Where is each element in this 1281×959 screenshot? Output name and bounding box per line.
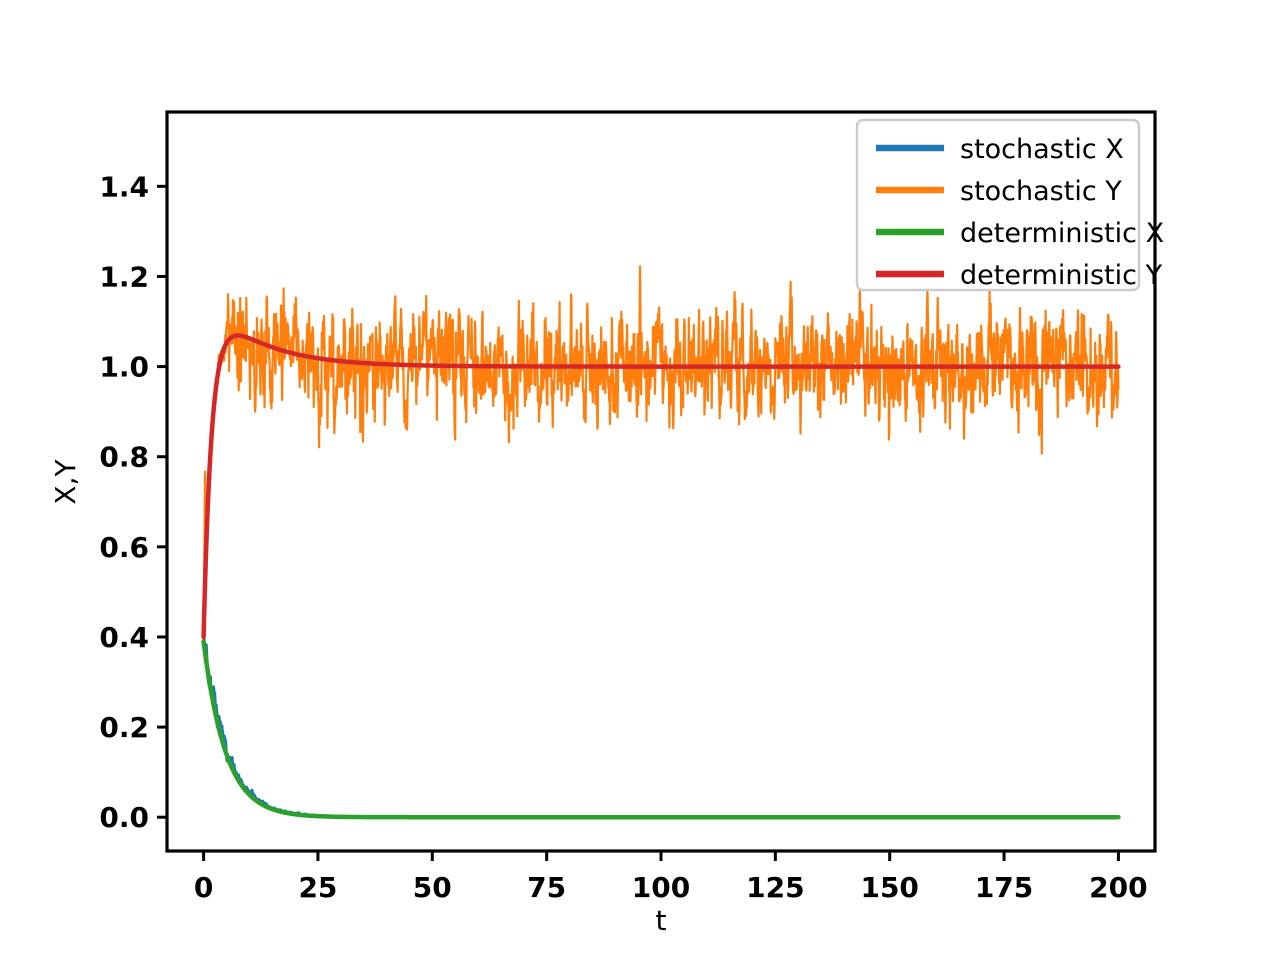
x-tick-label: 0 <box>194 871 213 904</box>
y-axis-ticks: 0.0 0.2 0.4 0.6 0.8 1.0 1.2 1.4 <box>99 170 167 834</box>
x-tick-label: 100 <box>632 871 690 904</box>
y-tick-label: 0.0 <box>99 801 149 834</box>
x-axis-label: t <box>656 904 667 937</box>
y-tick-label: 0.2 <box>99 711 149 744</box>
y-tick-label: 1.4 <box>99 170 149 203</box>
legend-label-1: stochastic X <box>960 134 1124 165</box>
x-tick-label: 175 <box>975 871 1033 904</box>
y-tick-label: 0.4 <box>99 621 149 654</box>
series-stochastic-y <box>202 265 1120 639</box>
x-tick-label: 150 <box>860 871 918 904</box>
y-tick-label: 1.0 <box>99 351 149 384</box>
y-tick-label: 1.2 <box>99 260 149 293</box>
data-series-group <box>201 265 1121 820</box>
y-axis-label: X,Y <box>49 459 82 505</box>
x-tick-label: 25 <box>298 871 337 904</box>
legend-label-2: stochastic Y <box>960 176 1122 207</box>
x-tick-label: 75 <box>527 871 566 904</box>
x-axis-ticks: 0 25 50 75 100 125 150 175 200 <box>194 851 1148 904</box>
legend-label-4: deterministic Y <box>960 260 1163 291</box>
legend-label-3: deterministic X <box>960 218 1164 249</box>
series-stochastic-x <box>202 626 1120 819</box>
legend-background <box>855 118 1141 292</box>
series-deterministic-y <box>201 333 1121 640</box>
x-tick-label: 200 <box>1089 871 1147 904</box>
chart-legend[interactable]: stochastic X stochastic Y deterministic X d… <box>855 118 1164 292</box>
x-tick-label: 125 <box>746 871 804 904</box>
x-tick-label: 50 <box>413 871 452 904</box>
y-tick-label: 0.8 <box>99 441 149 474</box>
y-tick-label: 0.6 <box>99 531 149 564</box>
series-deterministic-x <box>201 639 1121 820</box>
